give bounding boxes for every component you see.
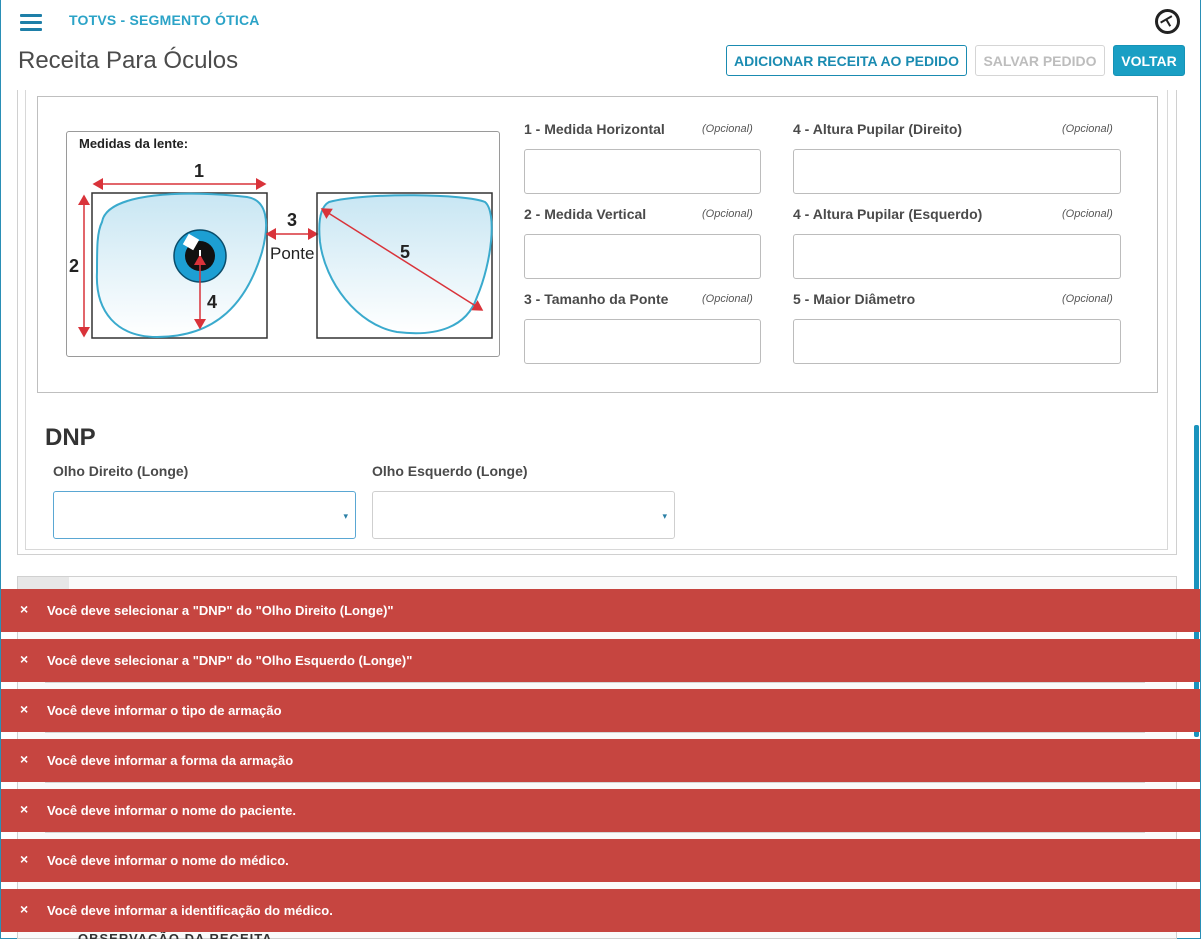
diagram-label-4: 4 [207,292,217,312]
frame-section-tab[interactable] [18,577,69,591]
vertical-measure-label: 2 - Medida Vertical [524,206,647,222]
error-toast: × Você deve informar a identificação do … [1,889,1200,932]
error-toast: × Você deve informar o tipo de armação [1,689,1200,732]
max-diameter-input[interactable] [793,319,1121,364]
back-button[interactable]: VOLTAR [1113,45,1185,76]
diagram-label-3: 3 [287,210,297,230]
error-toast: × Você deve informar o nome do médico. [1,839,1200,882]
close-icon[interactable]: × [20,701,29,717]
page-title: Receita Para Óculos [18,47,239,74]
hamburger-menu-icon[interactable] [20,14,42,32]
toast-message: Você deve informar o tipo de armação [47,703,282,718]
max-diameter-optional: (Opcional) [1062,293,1113,305]
toast-message: Você deve informar a identificação do mé… [47,903,333,918]
diagram-title: Medidas da lente: [79,136,188,151]
close-icon[interactable]: × [20,601,29,617]
dnp-section-title: DNP [45,424,96,451]
lens-measures-diagram: Medidas da lente: 1 2 4 3 Ponte 5 [66,131,500,357]
toast-message: Você deve informar a forma da armação [47,753,294,768]
max-diameter-label: 5 - Maior Diâmetro [793,291,916,307]
lens-diagram-svg: Medidas da lente: 1 2 4 3 Ponte 5 [69,136,493,339]
dnp-right-label: Olho Direito (Longe) [53,463,189,479]
close-icon[interactable]: × [20,851,29,867]
pupil-height-right-input[interactable] [793,149,1121,194]
error-toast: × Você deve informar o nome do paciente. [1,789,1200,832]
bridge-size-label: 3 - Tamanho da Ponte [524,291,669,307]
bridge-size-input[interactable] [524,319,761,364]
dnp-left-select[interactable]: ▾ [372,491,675,539]
toast-message: Você deve informar o nome do paciente. [47,803,296,818]
diagram-label-5: 5 [400,242,410,262]
add-prescription-button[interactable]: ADICIONAR RECEITA AO PEDIDO [726,45,967,76]
prescription-notes-heading: OBSERVAÇÃO DA RECEITA [78,931,273,939]
pupil-height-left-input[interactable] [793,234,1121,279]
top-bar: TOTVS - SEGMENTO ÓTICA [0,0,1201,42]
error-toast: × Você deve informar a forma da armação [1,739,1200,782]
divider [45,732,1145,733]
inner-panel [25,90,1168,550]
vertical-measure-optional: (Opcional) [702,208,753,220]
pupil-height-left-label: 4 - Altura Pupilar (Esquerdo) [793,206,983,222]
error-toast: × Você deve selecionar a "DNP" do "Olho … [1,639,1200,682]
outer-panel [17,90,1177,555]
bridge-size-optional: (Opcional) [702,293,753,305]
error-toast: × Você deve selecionar a "DNP" do "Olho … [1,589,1200,632]
pupil-height-left-optional: (Opcional) [1062,208,1113,220]
diagram-label-bridge: Ponte [270,244,314,263]
horizontal-measure-input[interactable] [524,149,761,194]
brand-title: TOTVS - SEGMENTO ÓTICA [69,12,260,28]
chevron-down-icon: ▾ [343,511,348,521]
toast-message: Você deve informar o nome do médico. [47,853,289,868]
diagram-label-2: 2 [69,256,79,276]
pupil-height-right-label: 4 - Altura Pupilar (Direito) [793,121,963,137]
close-icon[interactable]: × [20,651,29,667]
pupil-height-right-optional: (Opcional) [1062,123,1113,135]
toast-message: Você deve selecionar a "DNP" do "Olho Di… [47,603,394,618]
scrollbar-thumb[interactable] [1194,425,1199,737]
save-order-button[interactable]: SALVAR PEDIDO [975,45,1105,76]
vertical-measure-input[interactable] [524,234,761,279]
toast-message: Você deve selecionar a "DNP" do "Olho Es… [47,653,413,668]
close-icon[interactable]: × [20,901,29,917]
dnp-left-label: Olho Esquerdo (Longe) [372,463,528,479]
diagram-label-1: 1 [194,161,204,181]
divider [45,832,1145,833]
close-icon[interactable]: × [20,801,29,817]
horizontal-measure-label: 1 - Medida Horizontal [524,121,665,137]
close-icon[interactable]: × [20,751,29,767]
horizontal-measure-optional: (Opcional) [702,123,753,135]
divider [45,782,1145,783]
totvs-logo-icon[interactable] [1155,9,1180,34]
divider [45,682,1145,683]
dnp-right-select[interactable]: ▾ [53,491,356,539]
chevron-down-icon: ▾ [662,511,667,521]
